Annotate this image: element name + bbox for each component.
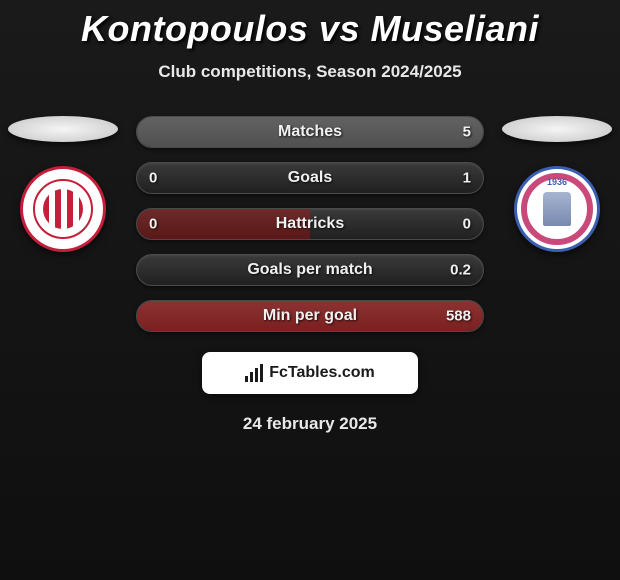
stat-label: Goals <box>288 169 332 187</box>
stat-label: Goals per match <box>247 261 372 279</box>
player-photo-placeholder-left <box>8 116 118 142</box>
stat-row: 0.2 Goals per match <box>136 254 484 286</box>
stat-row: 0 1 Goals <box>136 162 484 194</box>
stats-column: 5 Matches 0 1 Goals 0 0 Hattricks 0.2 Goals per m… <box>136 116 484 332</box>
stat-row: 588 Min per goal <box>136 300 484 332</box>
brand-badge[interactable]: FcTables.com <box>202 352 418 394</box>
stat-value-left: 0 <box>149 216 157 233</box>
brand-chart-icon <box>245 364 263 382</box>
date-line: 24 february 2025 <box>0 414 620 434</box>
subtitle: Club competitions, Season 2024/2025 <box>0 62 620 82</box>
stat-label: Hattricks <box>276 215 344 233</box>
stat-value-left: 0 <box>149 170 157 187</box>
badge-right-figure-icon <box>543 192 571 226</box>
stat-value-right: 5 <box>463 124 471 141</box>
stat-value-right: 1 <box>463 170 471 187</box>
main-row: 5 Matches 0 1 Goals 0 0 Hattricks 0.2 Goals per m… <box>0 116 620 332</box>
stat-row: 5 Matches <box>136 116 484 148</box>
right-player-col: 1936 <box>502 116 612 252</box>
stat-value-right: 0 <box>463 216 471 233</box>
badge-left-stripes-icon <box>43 189 83 229</box>
comparison-card: Kontopoulos vs Museliani Club competitio… <box>0 0 620 434</box>
stat-label: Matches <box>278 123 342 141</box>
club-badge-right: 1936 <box>514 166 600 252</box>
badge-left-inner <box>33 179 93 239</box>
stat-label: Min per goal <box>263 307 357 325</box>
left-player-col <box>8 116 118 252</box>
brand-text: FcTables.com <box>269 364 375 382</box>
stat-row: 0 0 Hattricks <box>136 208 484 240</box>
club-badge-left <box>20 166 106 252</box>
page-title: Kontopoulos vs Museliani <box>0 8 620 50</box>
stat-value-right: 588 <box>446 308 471 325</box>
stat-value-right: 0.2 <box>450 262 471 279</box>
badge-right-year: 1936 <box>547 177 567 187</box>
player-photo-placeholder-right <box>502 116 612 142</box>
badge-right-ring: 1936 <box>521 173 593 245</box>
